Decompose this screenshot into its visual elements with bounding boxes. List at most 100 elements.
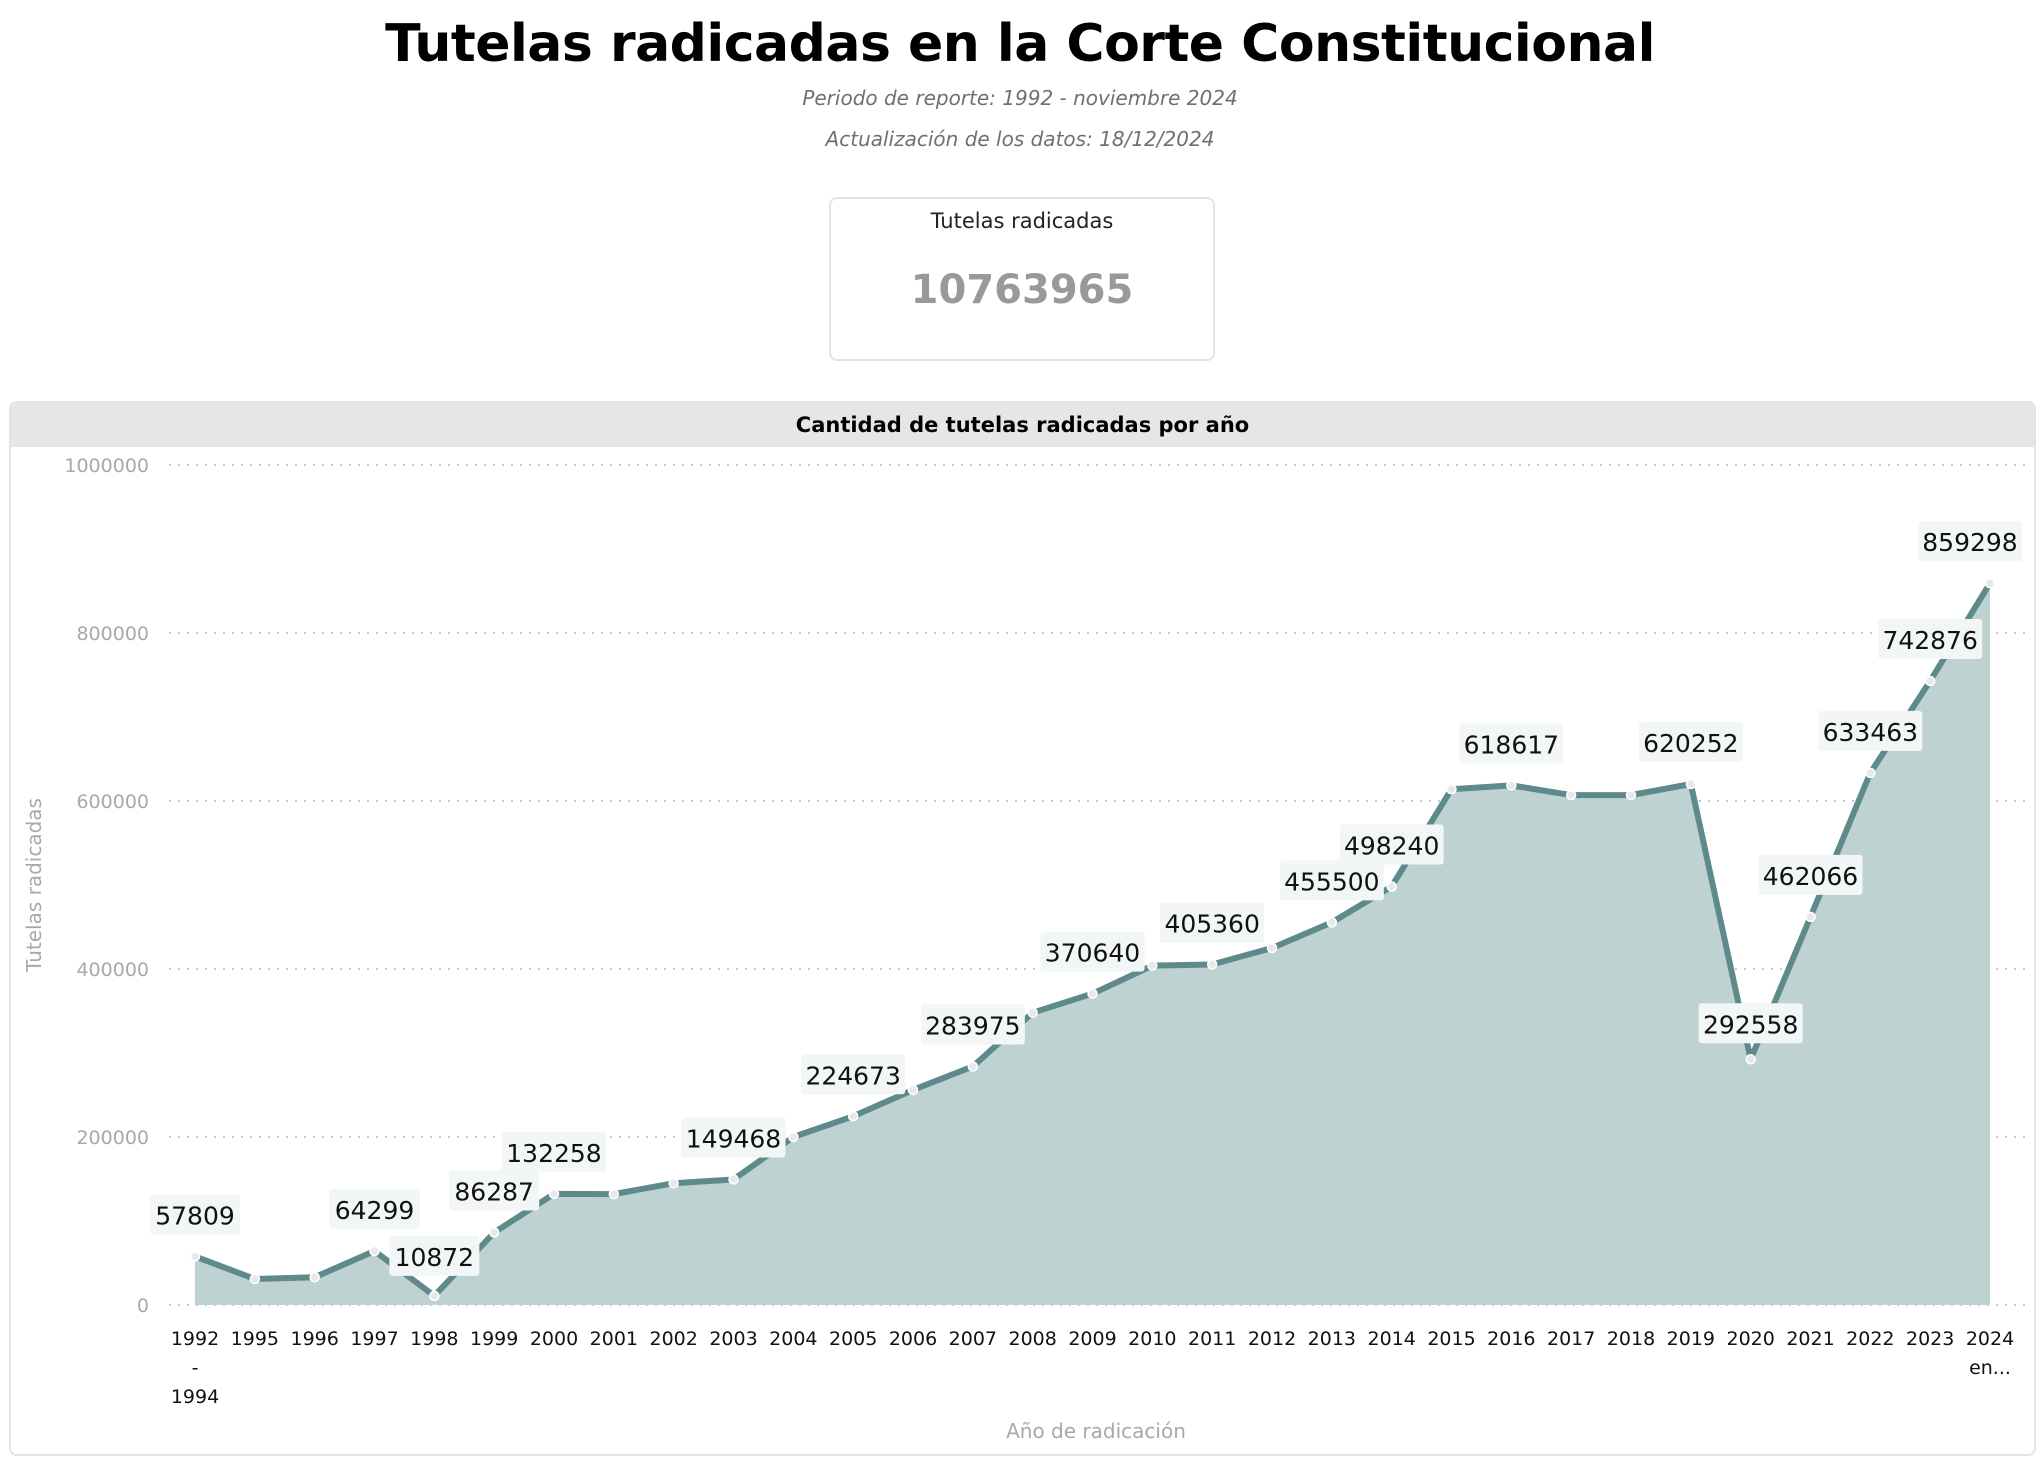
x-tick-label: 2013 <box>1308 1328 1356 1350</box>
kpi-value: 10763965 <box>910 267 1134 313</box>
x-tick-label: 2023 <box>1906 1328 1954 1350</box>
data-label-background <box>1040 931 1145 972</box>
data-label-background <box>1459 723 1564 764</box>
x-tick-label: 2012 <box>1248 1328 1296 1350</box>
data-point <box>788 1131 799 1143</box>
x-tick-label: 2018 <box>1607 1328 1655 1350</box>
data-point <box>1805 911 1816 923</box>
x-tick-label: 2011 <box>1188 1328 1236 1350</box>
y-tick-label: 200000 <box>76 1127 149 1149</box>
x-tick-label: 2006 <box>889 1328 937 1350</box>
area-chart[interactable]: 0 200000 400000 600000 800000 1000000 57809 642… <box>11 403 2036 1456</box>
data-point <box>488 1227 500 1238</box>
data-label: 132258 <box>506 1139 601 1168</box>
data-point <box>309 1272 320 1283</box>
data-label: 370640 <box>1045 939 1140 968</box>
data-label: 455500 <box>1284 867 1379 896</box>
x-tick-label: 2015 <box>1427 1328 1475 1350</box>
data-point <box>1326 917 1338 928</box>
data-point <box>1386 881 1397 892</box>
data-point <box>1206 959 1218 970</box>
data-point <box>1924 675 1936 687</box>
x-axis-title: Año de radicación <box>1006 1419 1186 1443</box>
data-label-background <box>1878 618 1983 659</box>
x-tick-label: 2008 <box>1008 1328 1056 1350</box>
y-tick-label: 800000 <box>76 623 149 645</box>
data-label-background <box>1758 854 1863 895</box>
data-label: 64299 <box>335 1196 415 1225</box>
y-tick-label: 1000000 <box>64 455 149 477</box>
data-label-background <box>1160 902 1265 943</box>
data-label-background <box>150 1194 240 1235</box>
x-tick-label: 2009 <box>1068 1328 1116 1350</box>
report-period: Periodo de reporte: 1992 - noviembre 202… <box>802 86 1238 110</box>
data-label: 149468 <box>686 1124 781 1153</box>
data-point <box>249 1273 261 1285</box>
x-tick-label: 2017 <box>1547 1328 1595 1350</box>
area-fill <box>195 583 1990 1305</box>
chart-card[interactable]: Cantidad de tutelas radicadas por año 0 2… <box>9 401 2036 1456</box>
x-tick-label: 2007 <box>949 1328 997 1350</box>
y-tick-label: 600000 <box>76 791 149 813</box>
data-point <box>907 1084 919 1096</box>
x-tick-label: 2014 <box>1367 1328 1415 1350</box>
x-tick-label: 2016 <box>1487 1328 1535 1350</box>
data-point <box>429 1290 440 1302</box>
data-point <box>1446 783 1457 795</box>
data-label: 86287 <box>454 1178 534 1207</box>
data-label: 742876 <box>1882 626 1977 655</box>
x-tick-label: 1992 -1994 <box>171 1328 219 1408</box>
data-point <box>847 1111 859 1122</box>
data-label-background <box>1638 721 1743 762</box>
data-label-background <box>389 1235 480 1276</box>
kpi-card-total[interactable]: Tutelas radicadas 10763965 <box>829 197 1215 361</box>
data-point <box>1506 780 1517 791</box>
data-point <box>1147 960 1158 971</box>
data-label-background <box>920 1004 1025 1045</box>
data-label: 859298 <box>1922 528 2017 557</box>
data-point <box>1865 767 1876 779</box>
data-point <box>728 1174 739 1185</box>
x-tick-label: 2010 <box>1128 1328 1176 1350</box>
x-tick-label: 2004 <box>769 1328 817 1350</box>
data-point <box>1027 1007 1038 1018</box>
data-label: 620252 <box>1643 729 1738 758</box>
data-point <box>189 1251 201 1262</box>
data-label: 633463 <box>1823 718 1918 747</box>
data-point <box>668 1177 679 1189</box>
x-tick-label: 1999 <box>470 1328 518 1350</box>
x-tick-label: 2000 <box>530 1328 578 1350</box>
data-label-background <box>681 1117 786 1158</box>
data-point <box>967 1061 979 1072</box>
data-label-background <box>801 1054 906 1095</box>
y-axis-title: Tutelas radicadas <box>22 798 46 973</box>
data-point <box>548 1188 560 1200</box>
data-point <box>1565 789 1577 801</box>
kpi-label: Tutelas radicadas <box>930 209 1114 233</box>
data-label: 462066 <box>1763 862 1858 891</box>
x-tick-label: 1998 <box>410 1328 458 1350</box>
x-tick-label: 2021 <box>1786 1328 1834 1350</box>
data-label: 57809 <box>155 1201 235 1230</box>
chart-title: Cantidad de tutelas radicadas por año <box>11 403 2034 447</box>
data-label-background <box>449 1170 540 1211</box>
data-point <box>608 1188 620 1200</box>
data-label-background <box>1339 824 1444 865</box>
data-point <box>369 1245 380 1257</box>
data-label: 10872 <box>395 1243 475 1272</box>
x-tick-label: 2020 <box>1726 1328 1774 1350</box>
data-label-background <box>1279 860 1384 901</box>
data-label-background <box>1918 521 2022 562</box>
data-label: 618617 <box>1464 730 1559 759</box>
x-tick-label: 1996 <box>290 1328 338 1350</box>
x-tick-label: 1997 <box>350 1328 398 1350</box>
data-update-date: Actualización de los datos: 18/12/2024 <box>825 127 1215 151</box>
x-tick-label: 2001 <box>590 1328 638 1350</box>
data-label: 405360 <box>1164 909 1259 938</box>
page-title: Tutelas radicadas en la Corte Constituci… <box>385 14 1655 74</box>
data-point <box>1745 1054 1756 1065</box>
data-label: 224673 <box>805 1061 900 1090</box>
data-label: 292558 <box>1703 1010 1798 1039</box>
x-tick-label: 2022 <box>1846 1328 1894 1350</box>
data-point <box>1266 942 1278 954</box>
